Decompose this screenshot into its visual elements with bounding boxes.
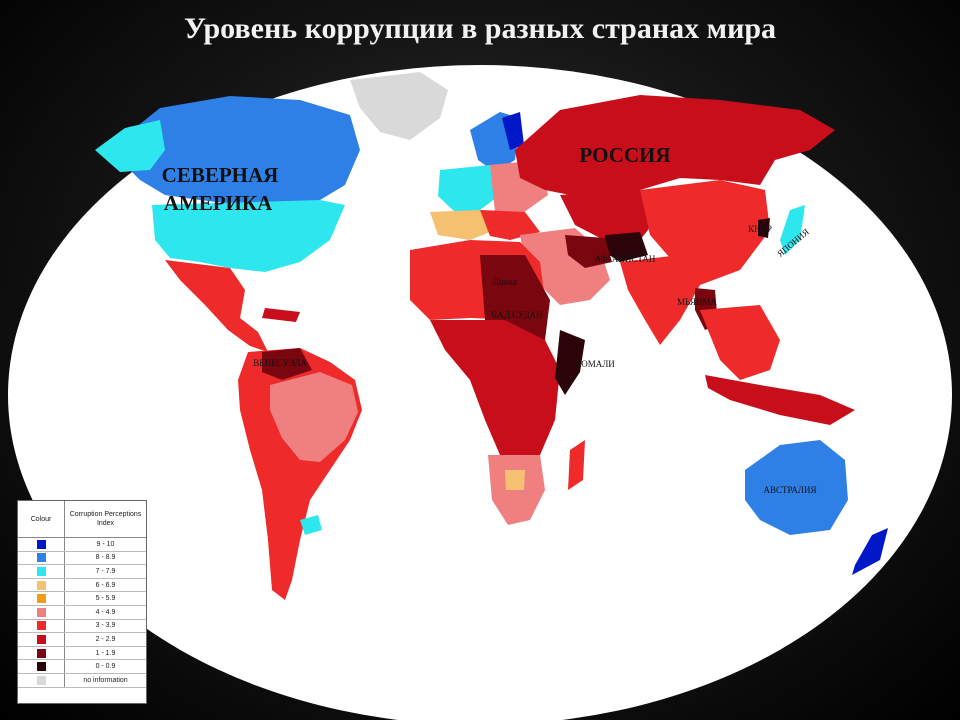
legend-row: 6 - 6.9 — [18, 578, 146, 593]
legend-swatch-cell — [18, 538, 65, 551]
legend-swatch — [36, 539, 46, 549]
map-legend: Colour Corruption Perceptions Index 9 - … — [17, 500, 147, 704]
legend-range-label: 7 - 7.9 — [95, 567, 116, 575]
label-libya: Ливия — [493, 277, 517, 287]
legend-row: 3 - 3.9 — [18, 619, 146, 634]
new-zealand — [852, 528, 888, 575]
legend-range-label: 4 - 4.9 — [95, 608, 116, 616]
southern-europe — [430, 210, 500, 240]
caribbean — [262, 308, 300, 322]
legend-swatch — [36, 675, 46, 685]
legend-range-label: 2 - 2.9 — [95, 635, 116, 643]
legend-swatch-cell — [18, 660, 65, 673]
legend-row: 9 - 10 — [18, 538, 146, 552]
legend-swatch-cell — [18, 633, 65, 646]
china — [640, 180, 770, 285]
legend-range-label: 5 - 5.9 — [95, 595, 116, 603]
legend-row: 0 - 0.9 — [18, 660, 146, 674]
legend-swatch — [36, 580, 46, 590]
label-russia: РОССИЯ — [579, 143, 670, 167]
legend-swatch-cell — [18, 619, 65, 633]
legend-row: 4 - 4.9 — [18, 605, 146, 620]
legend-swatch — [36, 621, 46, 631]
india — [620, 255, 700, 345]
dprk — [758, 218, 770, 238]
botswana — [505, 470, 525, 490]
legend-range-label: 8 - 8.9 — [95, 554, 116, 562]
southeast-asia — [700, 305, 780, 380]
chile-uruguay — [300, 515, 322, 535]
indonesia — [705, 375, 855, 425]
slide-title: Уровень коррупции в разных странах мира — [183, 12, 777, 45]
legend-row: no information — [18, 673, 146, 688]
legend-range-label: 1 - 1.9 — [95, 649, 116, 657]
madagascar — [568, 440, 585, 490]
legend-colour-header: Colour — [18, 501, 65, 537]
label-somalia: СОМАЛИ — [575, 359, 615, 369]
legend-row: 2 - 2.9 — [18, 633, 146, 647]
legend-swatch-cell — [18, 605, 65, 619]
legend-range-label: 6 - 6.9 — [95, 581, 116, 589]
label-north-america-1: СЕВЕРНАЯ — [162, 163, 279, 187]
australia — [745, 440, 848, 535]
label-australia: АВСТРАЛИЯ — [764, 485, 817, 495]
central-africa — [430, 320, 560, 470]
usa — [152, 200, 345, 272]
legend-range-label: 0 - 0.9 — [95, 663, 116, 671]
venezuela — [262, 348, 312, 380]
legend-swatch — [36, 553, 46, 563]
legend-swatch-cell — [18, 578, 65, 592]
alaska — [95, 120, 165, 172]
brazil — [270, 372, 358, 462]
mexico — [165, 260, 268, 352]
legend-swatch-cell — [18, 673, 65, 687]
legend-row: 7 - 7.9 — [18, 565, 146, 579]
legend-swatch-cell — [18, 592, 65, 605]
afghanistan — [605, 232, 648, 262]
legend-swatch — [36, 594, 46, 604]
legend-range-label: 3 - 3.9 — [95, 622, 116, 630]
legend-index-header: Corruption Perceptions Index — [69, 511, 142, 527]
canada — [120, 96, 360, 205]
legend-swatch — [36, 662, 46, 672]
russia — [515, 95, 835, 200]
label-north-america-2: АМЕРИКА — [164, 191, 273, 215]
mediterranean-europe — [480, 210, 540, 240]
greenland — [350, 72, 448, 140]
legend-swatch — [36, 607, 46, 617]
japan — [780, 205, 805, 255]
legend-swatch — [36, 634, 46, 644]
legend-rows: 9 - 10 8 - 8.9 7 - 7.9 6 - 6.9 5 - 5.9 4 - 4.… — [18, 538, 146, 688]
label-chad-sudan: ЧАД СУДАН — [491, 310, 543, 320]
legend-swatch — [36, 648, 46, 658]
legend-swatch-cell — [18, 646, 65, 660]
somalia — [555, 330, 585, 395]
legend-range-label: 9 - 10 — [96, 540, 115, 548]
label-myanmar: МЬЯНМА — [677, 297, 717, 307]
central-asia — [560, 190, 660, 240]
legend-range-label: no information — [83, 676, 128, 684]
western-europe — [438, 165, 500, 212]
legend-row: 1 - 1.9 — [18, 646, 146, 661]
legend-row: 5 - 5.9 — [18, 592, 146, 606]
label-afghanistan: АФГАНИСТАН — [595, 254, 656, 264]
legend-row: 8 - 8.9 — [18, 551, 146, 566]
label-dprk: КНДР — [748, 224, 772, 234]
label-venezuela: ВЕНЕСУЭЛА — [253, 358, 307, 368]
iraq-iran — [565, 235, 612, 268]
legend-swatch-cell — [18, 551, 65, 565]
legend-swatch — [36, 566, 46, 576]
legend-swatch-cell — [18, 565, 65, 578]
finland — [502, 112, 524, 150]
